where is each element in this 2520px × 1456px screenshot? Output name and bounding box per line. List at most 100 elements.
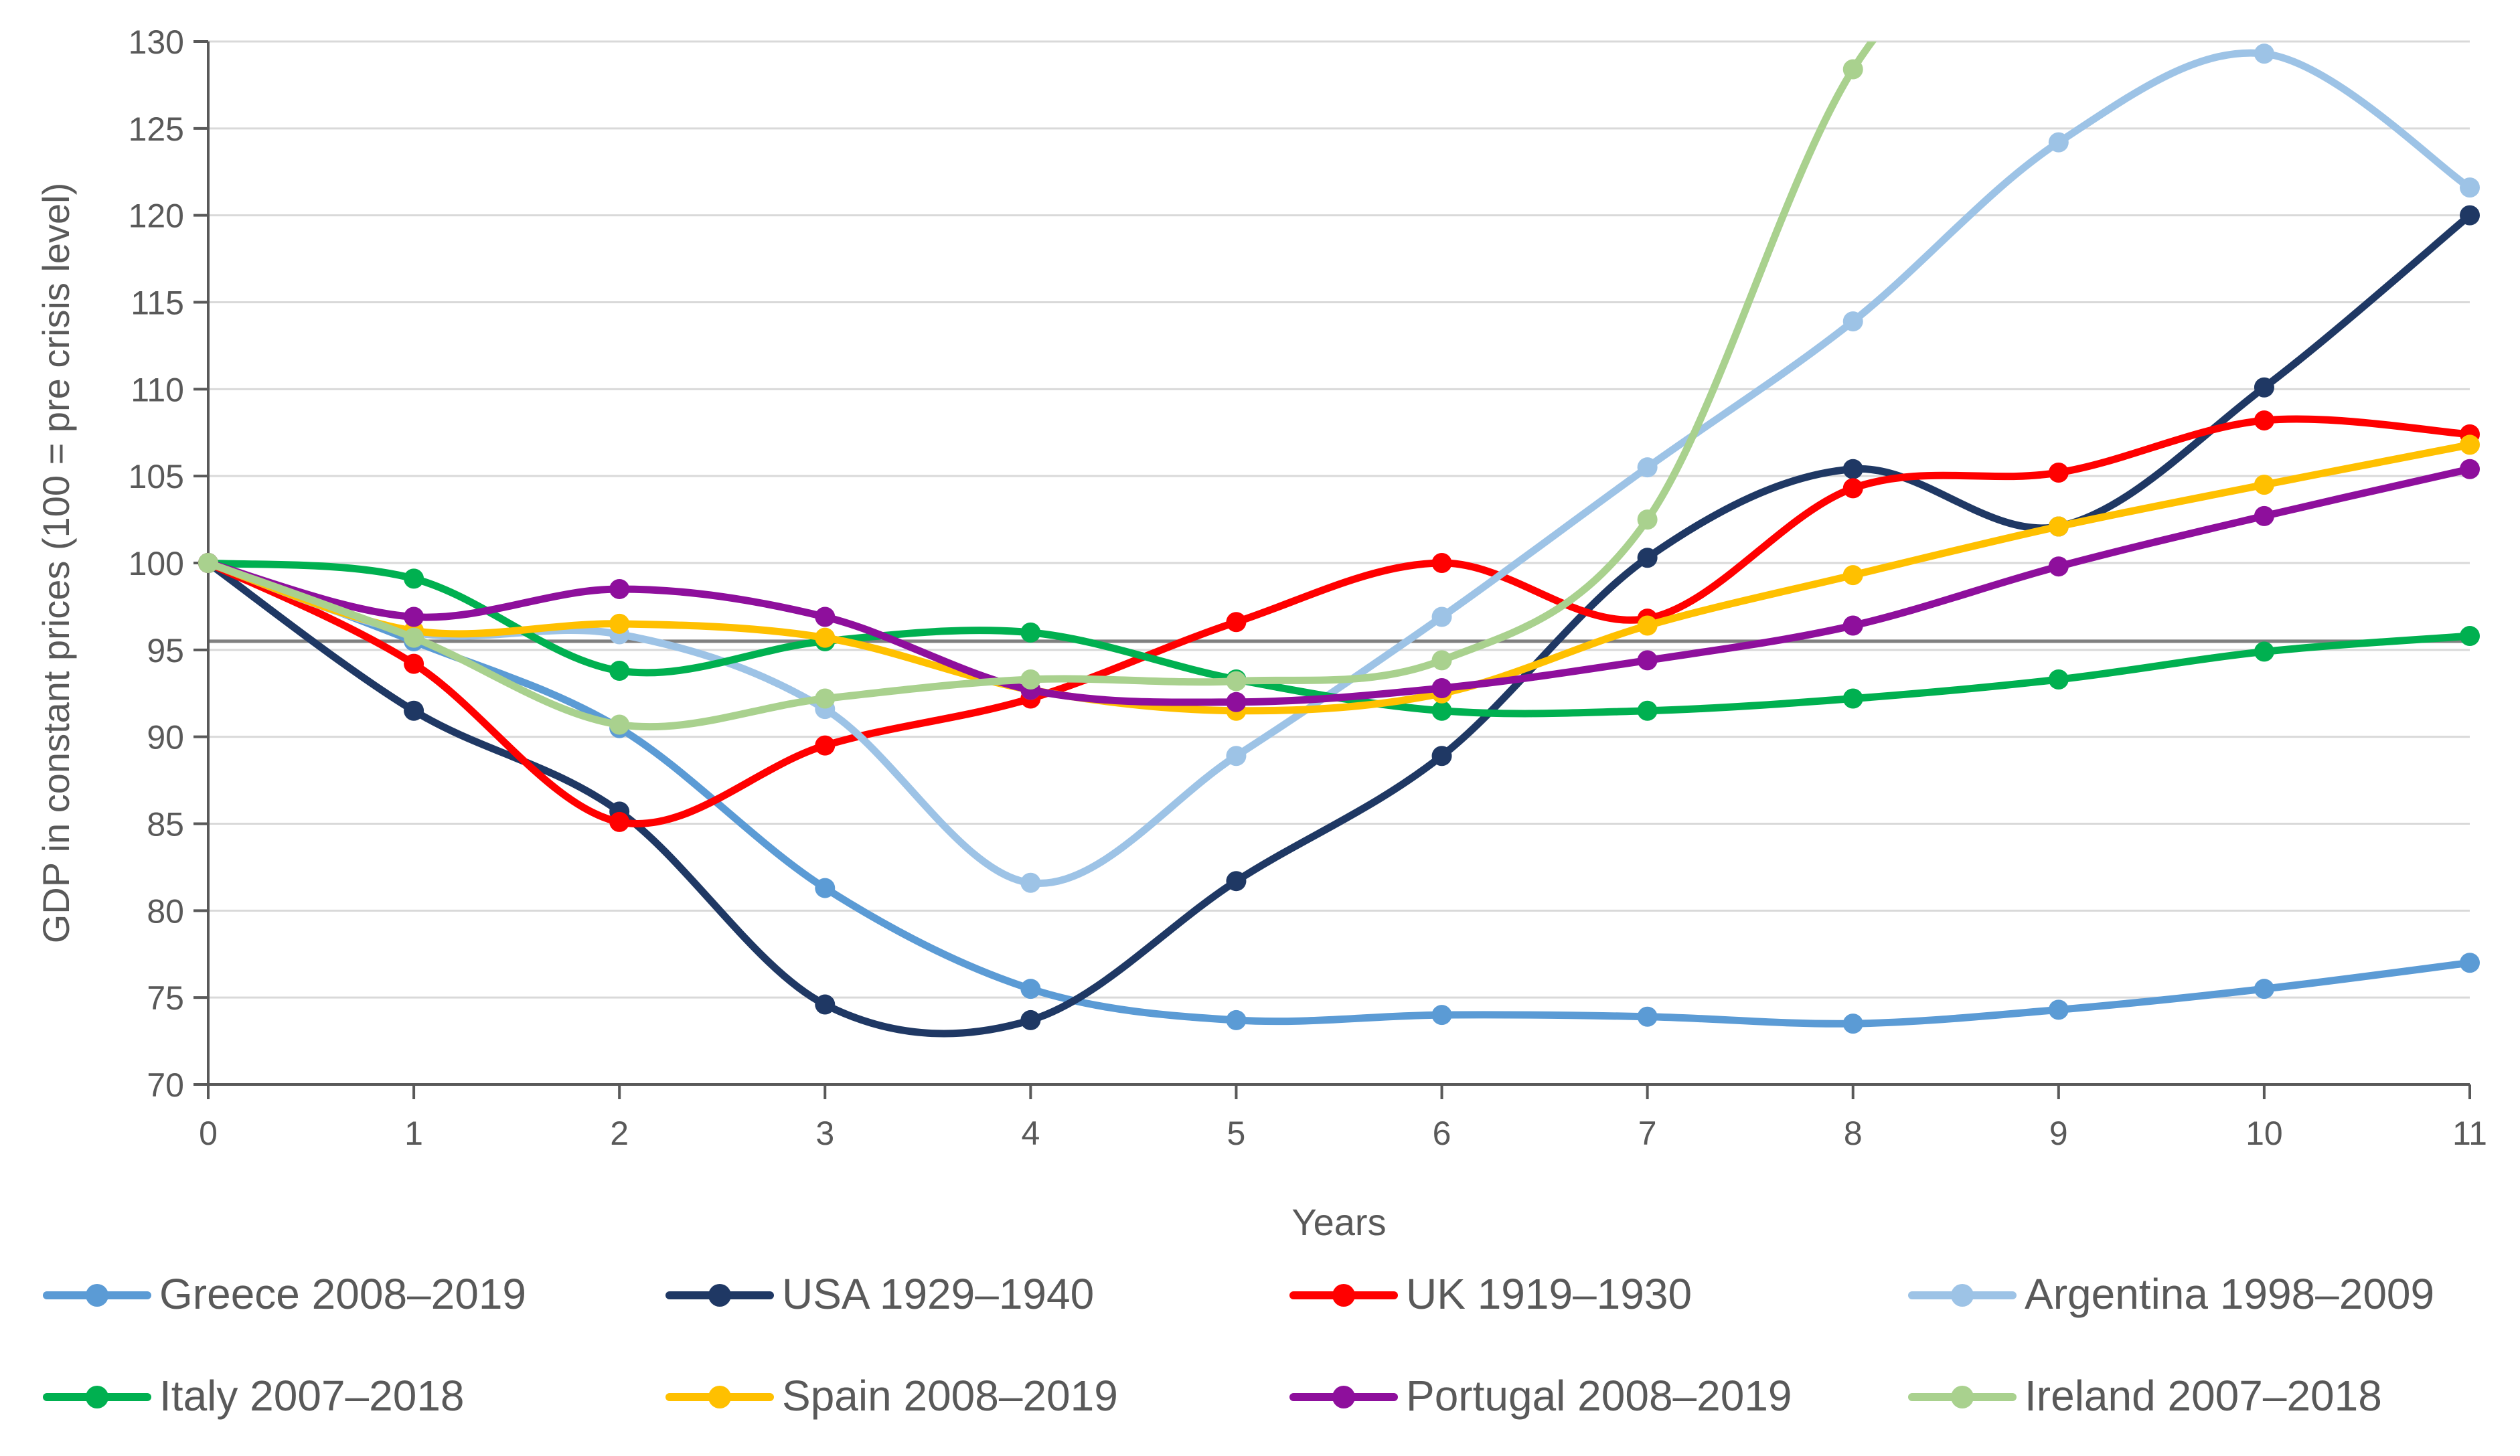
series-1: [198, 205, 2480, 1038]
data-point: [609, 578, 630, 599]
x-tick-label: 0: [199, 1115, 218, 1152]
series-lines: [198, 42, 2480, 1038]
data-point: [2254, 475, 2274, 495]
data-point: [609, 613, 630, 634]
data-point: [1431, 746, 1452, 766]
data-point: [404, 606, 424, 627]
data-point: [2254, 979, 2274, 999]
x-tick-label: 6: [1433, 1115, 1451, 1152]
legend-swatch-marker: [86, 1386, 108, 1408]
x-tick-label: 10: [2246, 1115, 2283, 1152]
data-point: [2460, 459, 2480, 479]
data-point: [2460, 626, 2480, 647]
legend-item: Greece 2008–2019: [43, 1270, 526, 1318]
legend-label: Greece 2008–2019: [159, 1270, 526, 1318]
legend-label: Italy 2007–2018: [159, 1372, 465, 1420]
legend-swatch-marker: [86, 1284, 108, 1307]
y-tick-label: 125: [129, 110, 184, 148]
data-point: [815, 735, 836, 756]
legend-swatch-marker: [708, 1386, 731, 1408]
data-point: [2460, 434, 2480, 455]
legend: Greece 2008–2019 USA 1929–1940 UK 1919–193…: [43, 1270, 2434, 1420]
data-point: [2460, 205, 2480, 226]
data-point: [1637, 548, 1658, 568]
data-point: [404, 568, 424, 589]
data-point: [2254, 377, 2274, 398]
legend-item: Spain 2008–2019: [665, 1372, 1118, 1420]
x-tick-label: 4: [1021, 1115, 1040, 1152]
data-point: [1842, 59, 1863, 80]
data-point: [404, 700, 424, 721]
x-tick-label: 11: [2452, 1115, 2487, 1152]
data-point: [2254, 44, 2274, 64]
data-point: [1226, 1009, 1247, 1030]
y-tick-label: 75: [147, 979, 184, 1017]
data-point: [2048, 556, 2069, 577]
y-axis-title: GDP in constant prices (100 = pre crisis…: [35, 183, 77, 944]
legend-swatch-marker: [1332, 1284, 1355, 1307]
series-line: [204, 42, 1877, 731]
data-point: [609, 811, 630, 832]
data-point: [1020, 979, 1041, 999]
data-point: [2460, 953, 2480, 973]
data-point: [1637, 1006, 1658, 1027]
series-line: [204, 465, 2474, 706]
data-point: [2254, 505, 2274, 526]
gridlines: [208, 40, 2470, 999]
data-point: [1637, 650, 1658, 671]
data-point: [815, 878, 836, 898]
y-tick-label: 105: [129, 458, 184, 495]
data-point: [1226, 746, 1247, 766]
data-point: [404, 627, 424, 648]
legend-label: Spain 2008–2019: [782, 1372, 1118, 1420]
series-line: [204, 440, 2474, 715]
data-point: [2460, 177, 2480, 198]
data-point: [1431, 700, 1452, 721]
legend-item: Ireland 2007–2018: [1908, 1372, 2382, 1420]
series-line: [204, 559, 2474, 1028]
legend-label: UK 1919–1930: [1406, 1270, 1692, 1318]
legend-swatch-marker: [1951, 1386, 1974, 1408]
data-point: [1842, 688, 1863, 709]
data-point: [1020, 669, 1041, 690]
data-point: [1020, 622, 1041, 643]
legend-swatch-marker: [1332, 1386, 1355, 1408]
x-axis-title: Years: [1291, 1201, 1386, 1243]
data-point: [815, 606, 836, 627]
data-point: [1226, 671, 1247, 692]
data-point: [815, 627, 836, 648]
data-point: [1431, 677, 1452, 698]
data-point: [1842, 1014, 1863, 1034]
series-7: [198, 42, 1877, 735]
x-tick-label: 8: [1844, 1115, 1863, 1152]
data-point: [1637, 700, 1658, 721]
y-tick-label: 115: [131, 285, 184, 322]
legend-item: UK 1919–1930: [1289, 1270, 1692, 1318]
data-point: [815, 688, 836, 709]
legend-label: USA 1929–1940: [782, 1270, 1094, 1318]
y-tick-label: 90: [147, 719, 184, 756]
y-tick-label: 130: [129, 23, 184, 61]
legend-label: Portugal 2008–2019: [1406, 1372, 1792, 1420]
x-tick-labels: 0 1 2 3 4 5 6 7 8 9 10 11: [199, 1084, 2487, 1152]
data-point: [1020, 872, 1041, 893]
data-point: [609, 714, 630, 735]
x-tick-label: 3: [815, 1115, 834, 1152]
legend-item: Argentina 1998–2009: [1908, 1270, 2434, 1318]
y-tick-label: 110: [131, 371, 184, 408]
y-tick-label: 85: [147, 806, 184, 843]
data-point: [2254, 641, 2274, 662]
legend-label: Argentina 1998–2009: [2025, 1270, 2434, 1318]
data-point: [2048, 669, 2069, 690]
legend-item: Italy 2007–2018: [43, 1372, 465, 1420]
data-point: [1842, 478, 1863, 499]
x-tick-label: 1: [404, 1115, 423, 1152]
data-point: [1637, 457, 1658, 478]
legend-item: Portugal 2008–2019: [1289, 1372, 1792, 1420]
data-point: [198, 553, 218, 573]
data-point: [609, 660, 630, 681]
y-tick-label: 70: [147, 1066, 184, 1104]
y-tick-labels: 70 75 80 85 90 95 100 105 110 115 120 125 130: [129, 23, 208, 1104]
data-point: [1226, 612, 1247, 633]
